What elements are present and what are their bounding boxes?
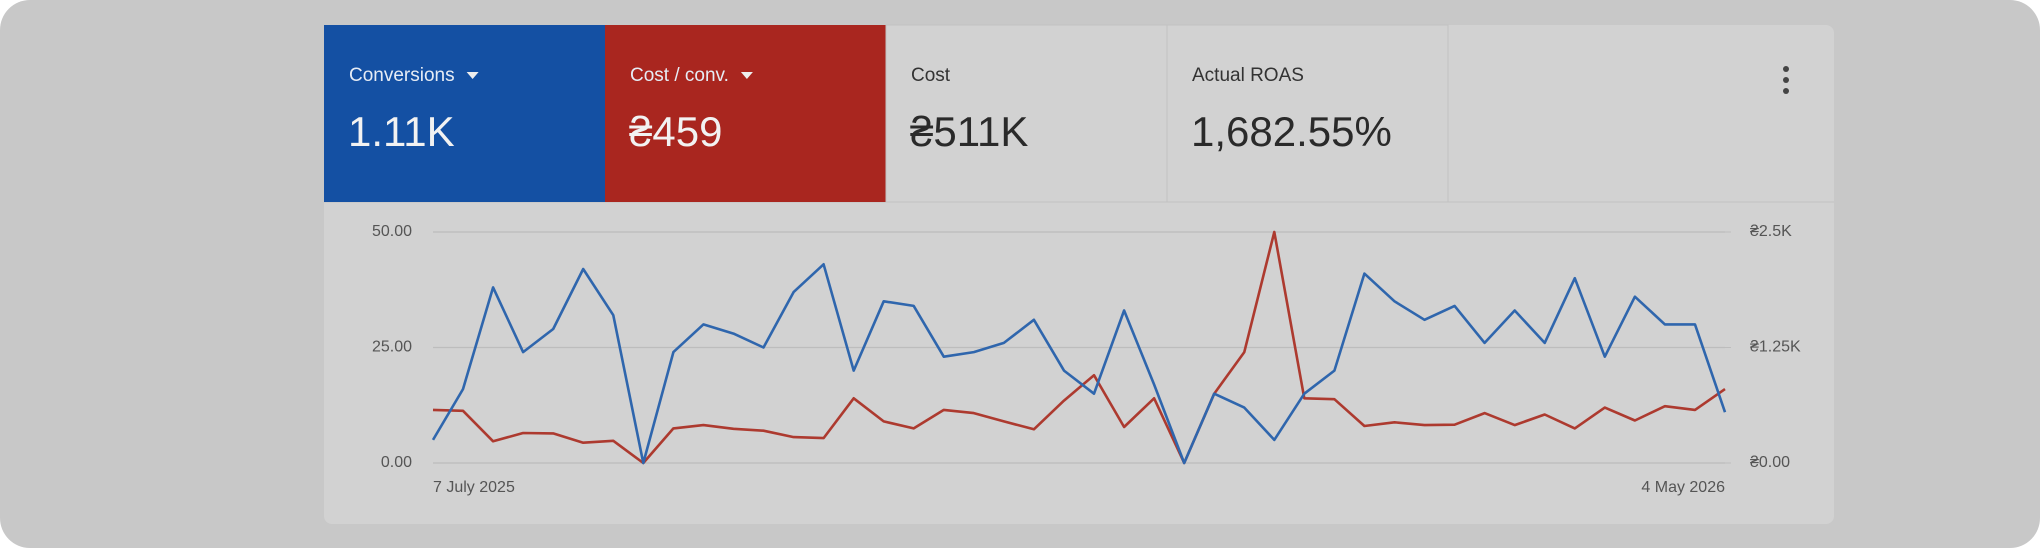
y-tick-label: 50.00 <box>372 223 412 240</box>
metric-label: Actual ROAS <box>1192 65 1304 86</box>
y2-tick-label: ₴2.5K <box>1750 223 1792 240</box>
series-line <box>432 230 1726 465</box>
x-tick-label: 7 July 2025 <box>433 479 515 496</box>
menu-dot <box>1783 66 1789 72</box>
metric-tile[interactable] <box>605 25 886 202</box>
metric-label: Cost / conv. <box>630 65 729 86</box>
metric-tile[interactable] <box>885 24 1168 203</box>
y-tick-label: 25.00 <box>372 339 412 356</box>
metric-value: ₴459 <box>629 108 722 155</box>
menu-dot <box>1783 88 1789 94</box>
dropdown-arrow[interactable] <box>740 72 753 79</box>
metric-label: Cost <box>911 65 951 86</box>
metric-tile[interactable] <box>1166 24 1449 203</box>
metric-tile[interactable] <box>324 25 605 202</box>
menu-dot <box>1783 77 1789 83</box>
dropdown-arrow[interactable] <box>466 72 479 79</box>
series-line <box>431 263 1727 465</box>
metric-label: Conversions <box>349 65 455 86</box>
x-tick-label: 4 May 2026 <box>1641 479 1725 496</box>
menu-button[interactable] <box>1783 66 1789 94</box>
metric-value: 1,682.55% <box>1191 108 1392 155</box>
metric-value: 1.11K <box>348 108 455 155</box>
y-tick-label: 0.00 <box>381 454 412 471</box>
metric-value: ₴511K <box>910 108 1028 155</box>
y2-tick-label: ₴1.25K <box>1750 339 1801 356</box>
y2-tick-label: ₴0.00 <box>1750 454 1790 471</box>
